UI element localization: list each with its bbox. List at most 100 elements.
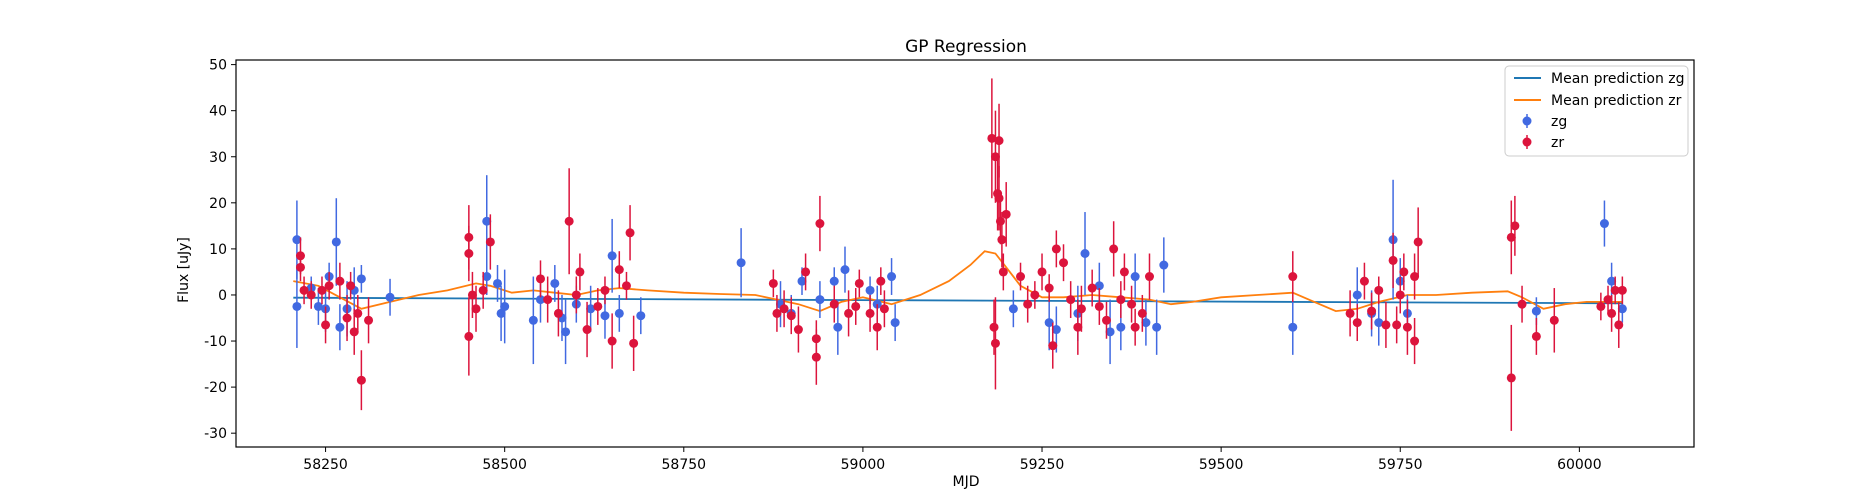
data-point bbox=[600, 311, 610, 321]
data-point bbox=[1388, 255, 1398, 265]
data-point bbox=[1603, 295, 1613, 305]
data-point bbox=[1610, 285, 1620, 295]
data-point bbox=[1345, 308, 1355, 318]
data-point bbox=[994, 136, 1004, 146]
data-point bbox=[1510, 221, 1520, 231]
plot-area bbox=[292, 78, 1627, 431]
data-point bbox=[1159, 260, 1169, 270]
data-point bbox=[321, 320, 331, 330]
data-point bbox=[1094, 281, 1104, 291]
data-point bbox=[335, 276, 345, 286]
data-point bbox=[1367, 306, 1377, 316]
data-point bbox=[299, 285, 309, 295]
data-point bbox=[1130, 322, 1140, 332]
data-point bbox=[890, 318, 900, 328]
data-point bbox=[1352, 290, 1362, 300]
x-tick-label: 60000 bbox=[1557, 457, 1602, 473]
data-point bbox=[797, 276, 807, 286]
data-point bbox=[1399, 267, 1409, 277]
data-point bbox=[801, 267, 811, 277]
x-axis: 58250 58500 58750 59000 59250 59500 59750 60000 bbox=[303, 447, 1602, 473]
data-point bbox=[1116, 322, 1126, 332]
data-point bbox=[471, 304, 481, 314]
data-point bbox=[1008, 304, 1018, 314]
data-point bbox=[1048, 341, 1058, 351]
data-point bbox=[1037, 267, 1047, 277]
data-point bbox=[629, 338, 639, 348]
data-point bbox=[575, 267, 585, 277]
data-point bbox=[865, 308, 875, 318]
legend: Mean prediction zg Mean prediction zr zg… bbox=[1504, 65, 1689, 157]
data-point bbox=[493, 278, 503, 288]
data-point bbox=[1374, 318, 1384, 328]
data-point bbox=[1288, 322, 1298, 332]
data-point bbox=[1059, 258, 1069, 268]
data-point bbox=[1144, 272, 1154, 282]
data-point bbox=[879, 304, 889, 314]
data-point bbox=[990, 338, 1000, 348]
data-point bbox=[564, 216, 574, 226]
data-point bbox=[815, 219, 825, 229]
data-point bbox=[865, 285, 875, 295]
data-point bbox=[342, 313, 352, 323]
data-point bbox=[528, 315, 538, 325]
data-point bbox=[306, 290, 316, 300]
data-point bbox=[876, 276, 886, 286]
data-point bbox=[335, 322, 345, 332]
data-point bbox=[1506, 232, 1516, 242]
data-point bbox=[987, 133, 997, 143]
data-point bbox=[1030, 290, 1040, 300]
data-point bbox=[1531, 331, 1541, 341]
data-point bbox=[1607, 276, 1617, 286]
data-point bbox=[625, 228, 635, 238]
data-point bbox=[614, 308, 624, 318]
data-point bbox=[331, 237, 341, 247]
data-point bbox=[1381, 320, 1391, 330]
data-point bbox=[1617, 285, 1627, 295]
x-tick-label: 58250 bbox=[303, 457, 348, 473]
legend-label-zr-mean: Mean prediction zr bbox=[1551, 93, 1682, 109]
data-point bbox=[1531, 306, 1541, 316]
x-tick-label: 59500 bbox=[1199, 457, 1244, 473]
legend-label-zr: zr bbox=[1551, 135, 1564, 151]
data-point bbox=[833, 322, 843, 332]
data-point bbox=[292, 235, 302, 245]
data-point bbox=[772, 308, 782, 318]
data-point bbox=[292, 301, 302, 311]
data-point bbox=[607, 251, 617, 261]
data-point bbox=[467, 290, 477, 300]
data-point bbox=[1599, 219, 1609, 229]
data-point bbox=[1410, 336, 1420, 346]
data-point bbox=[1044, 283, 1054, 293]
x-tick-label: 59250 bbox=[1020, 457, 1065, 473]
legend-label-zg: zg bbox=[1551, 114, 1567, 130]
y-tick-label: -10 bbox=[204, 334, 227, 350]
data-point bbox=[829, 299, 839, 309]
data-point bbox=[1016, 272, 1026, 282]
legend-box bbox=[1504, 65, 1689, 157]
data-point bbox=[317, 285, 327, 295]
data-point bbox=[1141, 318, 1151, 328]
data-point bbox=[1080, 249, 1090, 258]
data-point bbox=[1001, 209, 1011, 219]
data-point bbox=[1105, 327, 1115, 337]
data-point bbox=[1087, 283, 1097, 293]
data-point bbox=[561, 327, 571, 337]
data-point bbox=[356, 375, 366, 385]
legend-label-zg-mean: Mean prediction zg bbox=[1551, 71, 1685, 87]
chart-title: GP Regression bbox=[905, 37, 1027, 57]
data-point bbox=[571, 290, 581, 300]
data-point bbox=[356, 274, 366, 284]
data-point bbox=[607, 336, 617, 346]
data-point bbox=[535, 274, 545, 284]
data-point bbox=[1410, 272, 1420, 282]
data-point bbox=[324, 281, 334, 291]
y-tick-label: -20 bbox=[204, 380, 227, 396]
data-point bbox=[887, 272, 897, 282]
data-point bbox=[1413, 237, 1423, 247]
data-point bbox=[1051, 244, 1061, 254]
data-point bbox=[851, 301, 861, 311]
x-tick-label: 58750 bbox=[662, 457, 707, 473]
data-point bbox=[1288, 272, 1298, 282]
